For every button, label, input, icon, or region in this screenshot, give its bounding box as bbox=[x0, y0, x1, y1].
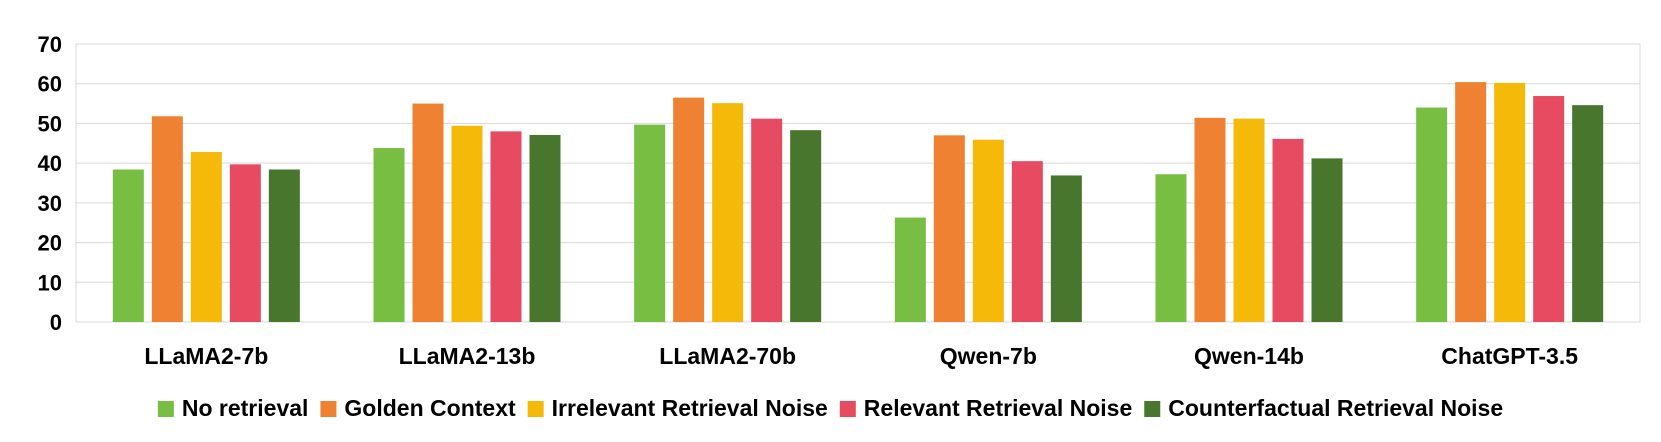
bar bbox=[1272, 138, 1304, 322]
legend-label: Irrelevant Retrieval Noise bbox=[552, 395, 828, 421]
bar bbox=[634, 124, 666, 323]
bar bbox=[894, 217, 926, 322]
legend-swatch bbox=[1144, 401, 1161, 417]
legend-swatch bbox=[839, 401, 856, 417]
legend-item: Golden Context bbox=[320, 395, 516, 421]
bar bbox=[373, 148, 405, 322]
legend-label: Counterfactual Retrieval Noise bbox=[1168, 395, 1503, 421]
y-tick-label: 70 bbox=[38, 32, 62, 57]
legend-swatch bbox=[320, 401, 337, 417]
y-tick-label: 50 bbox=[38, 111, 62, 136]
plot-frame bbox=[75, 43, 1641, 323]
bar bbox=[1155, 174, 1187, 322]
legend-label: Relevant Retrieval Noise bbox=[864, 395, 1132, 421]
bar bbox=[790, 130, 822, 322]
x-category-label: LLaMA2-13b bbox=[399, 343, 536, 369]
bar bbox=[1455, 82, 1487, 322]
bar bbox=[1494, 82, 1526, 322]
bars bbox=[112, 82, 1604, 323]
x-category-label: Qwen-7b bbox=[940, 343, 1037, 369]
bar bbox=[229, 164, 261, 322]
legend-swatch bbox=[527, 401, 544, 417]
bar bbox=[451, 125, 483, 322]
x-category-label: LLaMA2-70b bbox=[659, 343, 796, 369]
y-tick-label: 20 bbox=[38, 231, 62, 256]
legend-swatch bbox=[157, 401, 174, 417]
legend-item: Relevant Retrieval Noise bbox=[839, 395, 1132, 421]
bar bbox=[151, 116, 183, 322]
bar bbox=[1050, 175, 1082, 322]
bar bbox=[1416, 107, 1448, 323]
bar bbox=[268, 169, 300, 322]
bar bbox=[1233, 118, 1265, 322]
grid-lines bbox=[75, 43, 1641, 323]
legend-label: Golden Context bbox=[344, 395, 516, 421]
bar bbox=[490, 131, 522, 322]
bar bbox=[712, 103, 744, 322]
bar bbox=[1311, 158, 1343, 322]
legend-label: No retrieval bbox=[182, 395, 309, 421]
bar bbox=[1572, 105, 1604, 322]
y-tick-label: 40 bbox=[38, 151, 62, 176]
bar bbox=[1533, 96, 1565, 322]
legend-item: Counterfactual Retrieval Noise bbox=[1144, 395, 1503, 421]
legend: No retrieval Golden Context Irrelevant Ret… bbox=[157, 395, 1503, 421]
bar bbox=[529, 134, 561, 322]
x-axis-categories: LLaMA2-7b LLaMA2-13b LLaMA2-70b Qwen-7b Qwen… bbox=[144, 343, 1578, 369]
bar bbox=[751, 118, 783, 322]
x-category-label: LLaMA2-7b bbox=[144, 343, 268, 369]
y-tick-label: 30 bbox=[38, 191, 62, 216]
bar bbox=[972, 139, 1004, 322]
x-category-label: Qwen-14b bbox=[1194, 343, 1304, 369]
bar bbox=[673, 97, 705, 322]
y-tick-label: 60 bbox=[38, 72, 62, 97]
bar bbox=[190, 152, 222, 322]
bar bbox=[112, 169, 144, 322]
y-tick-label: 10 bbox=[38, 270, 62, 295]
y-tick-label: 0 bbox=[50, 310, 62, 335]
y-axis-ticks: 0 10 20 30 40 50 60 70 bbox=[38, 32, 62, 335]
bar bbox=[1011, 161, 1043, 322]
legend-item: No retrieval bbox=[157, 395, 309, 421]
bar bbox=[1194, 117, 1226, 323]
bar bbox=[933, 135, 965, 322]
bar bbox=[412, 103, 444, 322]
x-category-label: ChatGPT-3.5 bbox=[1441, 343, 1578, 369]
legend-item: Irrelevant Retrieval Noise bbox=[527, 395, 828, 421]
